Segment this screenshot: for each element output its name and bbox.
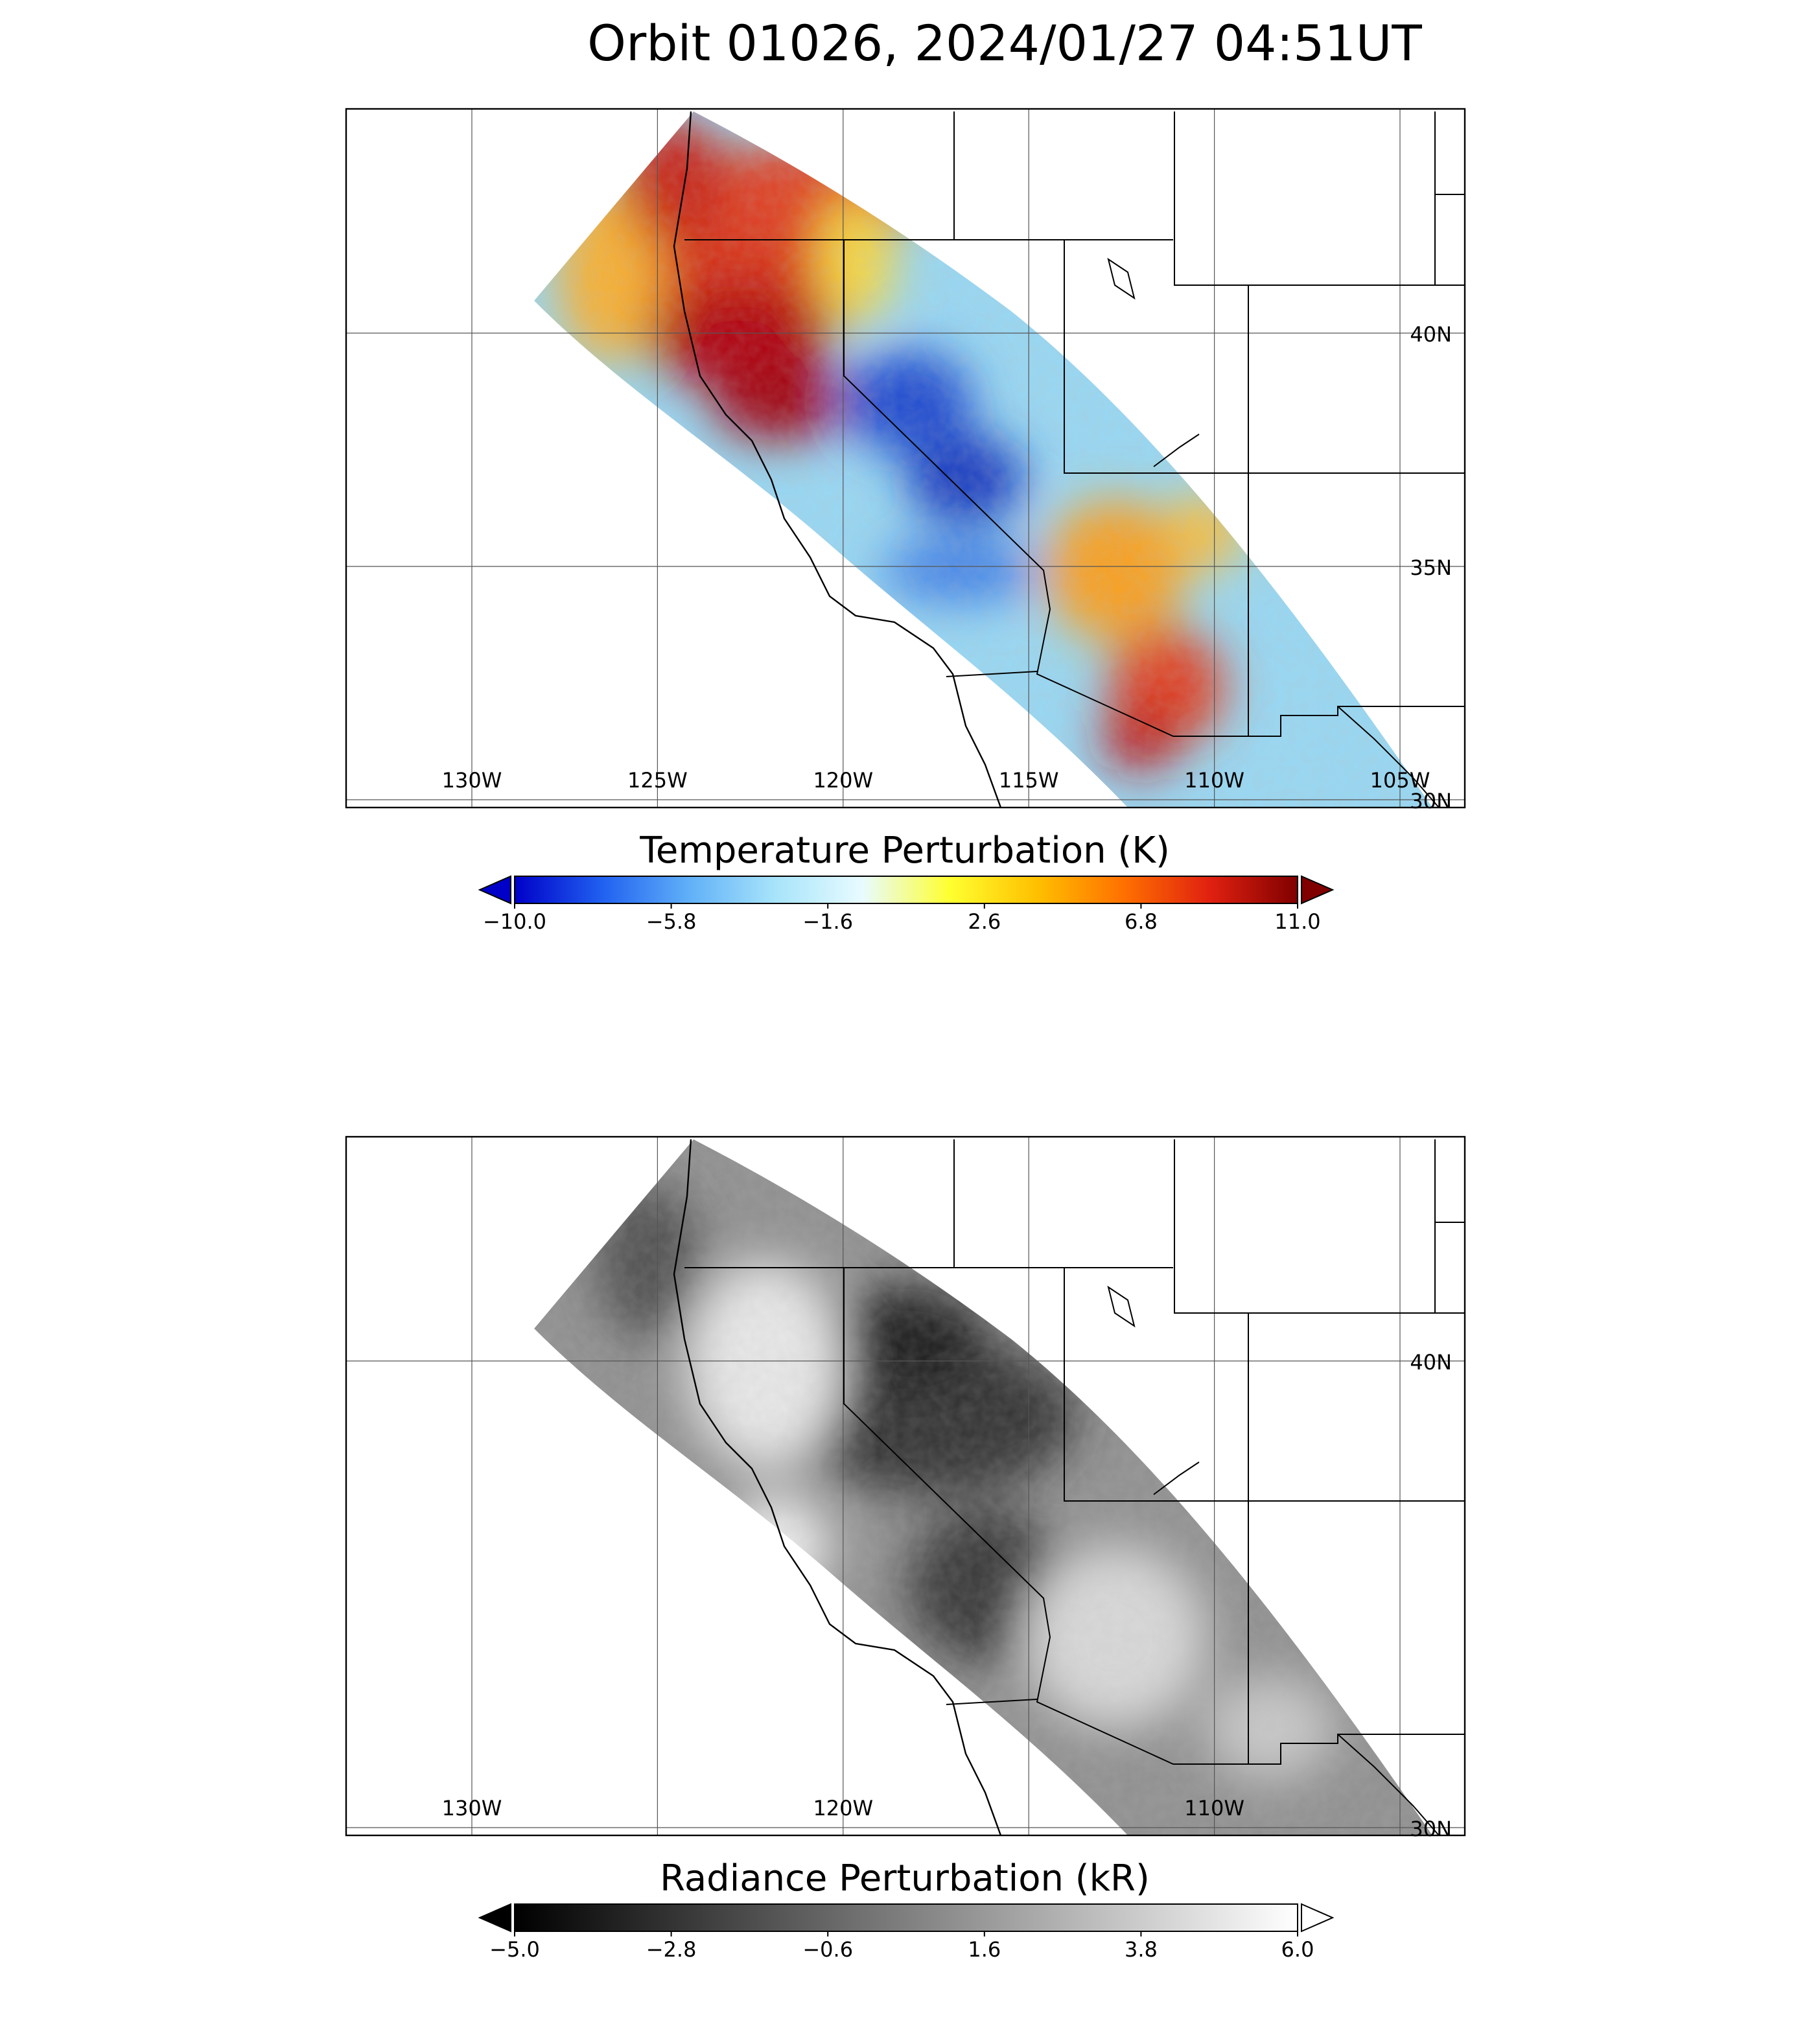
colorbar-tick-label: 11.0 — [1274, 909, 1320, 934]
figure-title: Orbit 01026, 2024/01/27 04:51UT — [587, 14, 1422, 72]
state-border — [1107, 257, 1136, 300]
state-border — [1174, 1139, 1465, 1314]
colorbar — [514, 876, 1298, 904]
state-border — [843, 1268, 1465, 1765]
colorbar-tick-label: −10.0 — [483, 909, 546, 934]
colorbar-extend-high — [1301, 875, 1335, 905]
coastline — [673, 1139, 1002, 1835]
state-border — [1153, 434, 1200, 467]
state-border — [843, 240, 1465, 737]
colorbar-extend-high — [1301, 1903, 1335, 1933]
map-panel: 130W 120W 110W 40N 30N Radiance Perturbation … — [345, 1135, 1466, 1962]
map-frame — [345, 1135, 1466, 1837]
lon-label: 105W — [1370, 768, 1430, 793]
lon-label: 115W — [999, 768, 1059, 793]
state-border — [946, 671, 1038, 677]
colorbar-tick-label: −5.0 — [489, 1937, 540, 1962]
state-border — [1107, 1285, 1136, 1328]
colorbar-tick-label: 2.6 — [968, 909, 1001, 934]
lon-label: 120W — [813, 768, 873, 793]
data-swath — [534, 111, 1432, 808]
lon-label: 125W — [627, 768, 688, 793]
lon-label: 120W — [813, 1796, 873, 1820]
state-border — [946, 1699, 1038, 1705]
colorbar-title: Radiance Perturbation (kR) — [660, 1857, 1150, 1900]
colorbar-tick-label: −2.8 — [646, 1937, 697, 1962]
lat-label: 40N — [1410, 1350, 1452, 1375]
lon-label: 110W — [1184, 1796, 1244, 1820]
colorbar-tick-label: 3.8 — [1125, 1937, 1158, 1962]
lat-label: 30N — [1410, 789, 1452, 813]
map-panel: 130W 125W 120W 115W 110W 105W 40N 35N 30N Tempera… — [345, 108, 1466, 934]
colorbar-tick-label: 6.8 — [1125, 909, 1158, 934]
state-border — [1174, 111, 1465, 286]
map-area — [346, 1137, 1465, 1835]
state-border — [1064, 1268, 1465, 1502]
colorbar-tick-label: −1.6 — [802, 909, 853, 934]
lon-label: 110W — [1184, 768, 1244, 793]
lat-label: 35N — [1410, 555, 1452, 580]
map-area — [346, 109, 1465, 808]
lat-label: 30N — [1410, 1817, 1452, 1841]
state-border — [1064, 240, 1465, 474]
map-frame — [345, 108, 1466, 809]
colorbar-tick-label: 1.6 — [968, 1937, 1001, 1962]
state-border — [1337, 706, 1440, 808]
lat-label: 40N — [1410, 322, 1452, 347]
colorbar-extend-low — [478, 875, 511, 905]
lon-label: 130W — [442, 768, 502, 793]
coastline — [673, 111, 1002, 808]
colorbar-tick-label: −5.8 — [646, 909, 697, 934]
colorbar-extend-low — [478, 1903, 511, 1933]
colorbar-tick-label: −0.6 — [802, 1937, 853, 1962]
lon-label: 130W — [442, 1796, 502, 1820]
colorbar — [514, 1903, 1298, 1932]
colorbar-tick-label: 6.0 — [1281, 1937, 1314, 1962]
state-border — [1337, 1734, 1440, 1835]
colorbar-title: Temperature Perturbation (K) — [639, 830, 1170, 872]
state-border — [1153, 1461, 1200, 1495]
data-swath — [534, 1139, 1432, 1835]
